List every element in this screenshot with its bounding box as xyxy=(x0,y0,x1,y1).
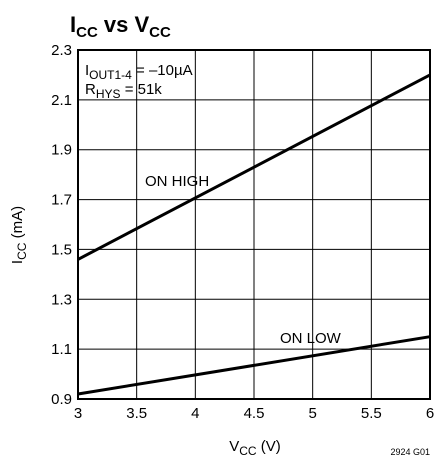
x-tick-label: 6 xyxy=(426,405,434,422)
grid xyxy=(78,50,430,399)
y-tick-labels: 0.9 1.1 1.3 1.5 1.7 1.9 2.1 2.3 xyxy=(51,42,72,408)
x-tick-label: 3 xyxy=(74,405,82,422)
plot-frame xyxy=(77,49,431,400)
y-axis-label: ICC (mA) xyxy=(9,206,29,264)
series-label-on-low: ON LOW xyxy=(280,330,342,347)
y-tick-label: 1.3 xyxy=(51,291,72,308)
condition-line-2: RHYS = 51k xyxy=(85,81,162,101)
series-line-on-high xyxy=(77,73,431,261)
y-tick-label: 2.3 xyxy=(51,42,72,59)
figure-id: 2924 G01 xyxy=(390,447,430,457)
y-tick-label: 1.9 xyxy=(51,142,72,159)
x-axis-label: VCC (V) xyxy=(229,438,281,458)
x-tick-label: 5.5 xyxy=(361,405,382,422)
x-tick-label: 4.5 xyxy=(244,405,265,422)
x-tick-labels: 3 3.5 4 4.5 5 5.5 6 xyxy=(74,405,434,422)
y-tick-label: 1.1 xyxy=(51,341,72,358)
y-tick-label: 1.7 xyxy=(51,192,72,209)
series-line-on-low xyxy=(77,335,431,396)
condition-line-1: IOUT1-4 = –10µA xyxy=(85,62,193,82)
series-label-on-high: ON HIGH xyxy=(145,173,209,190)
x-tick-label: 5 xyxy=(308,405,316,422)
y-tick-label: 2.1 xyxy=(51,92,72,109)
chart-title: ICC vs VCC xyxy=(70,12,171,41)
x-tick-label: 3.5 xyxy=(126,405,147,422)
x-tick-label: 4 xyxy=(191,405,199,422)
series-lines xyxy=(77,73,431,396)
y-tick-label: 1.5 xyxy=(51,241,72,258)
y-tick-label: 0.9 xyxy=(51,391,72,408)
